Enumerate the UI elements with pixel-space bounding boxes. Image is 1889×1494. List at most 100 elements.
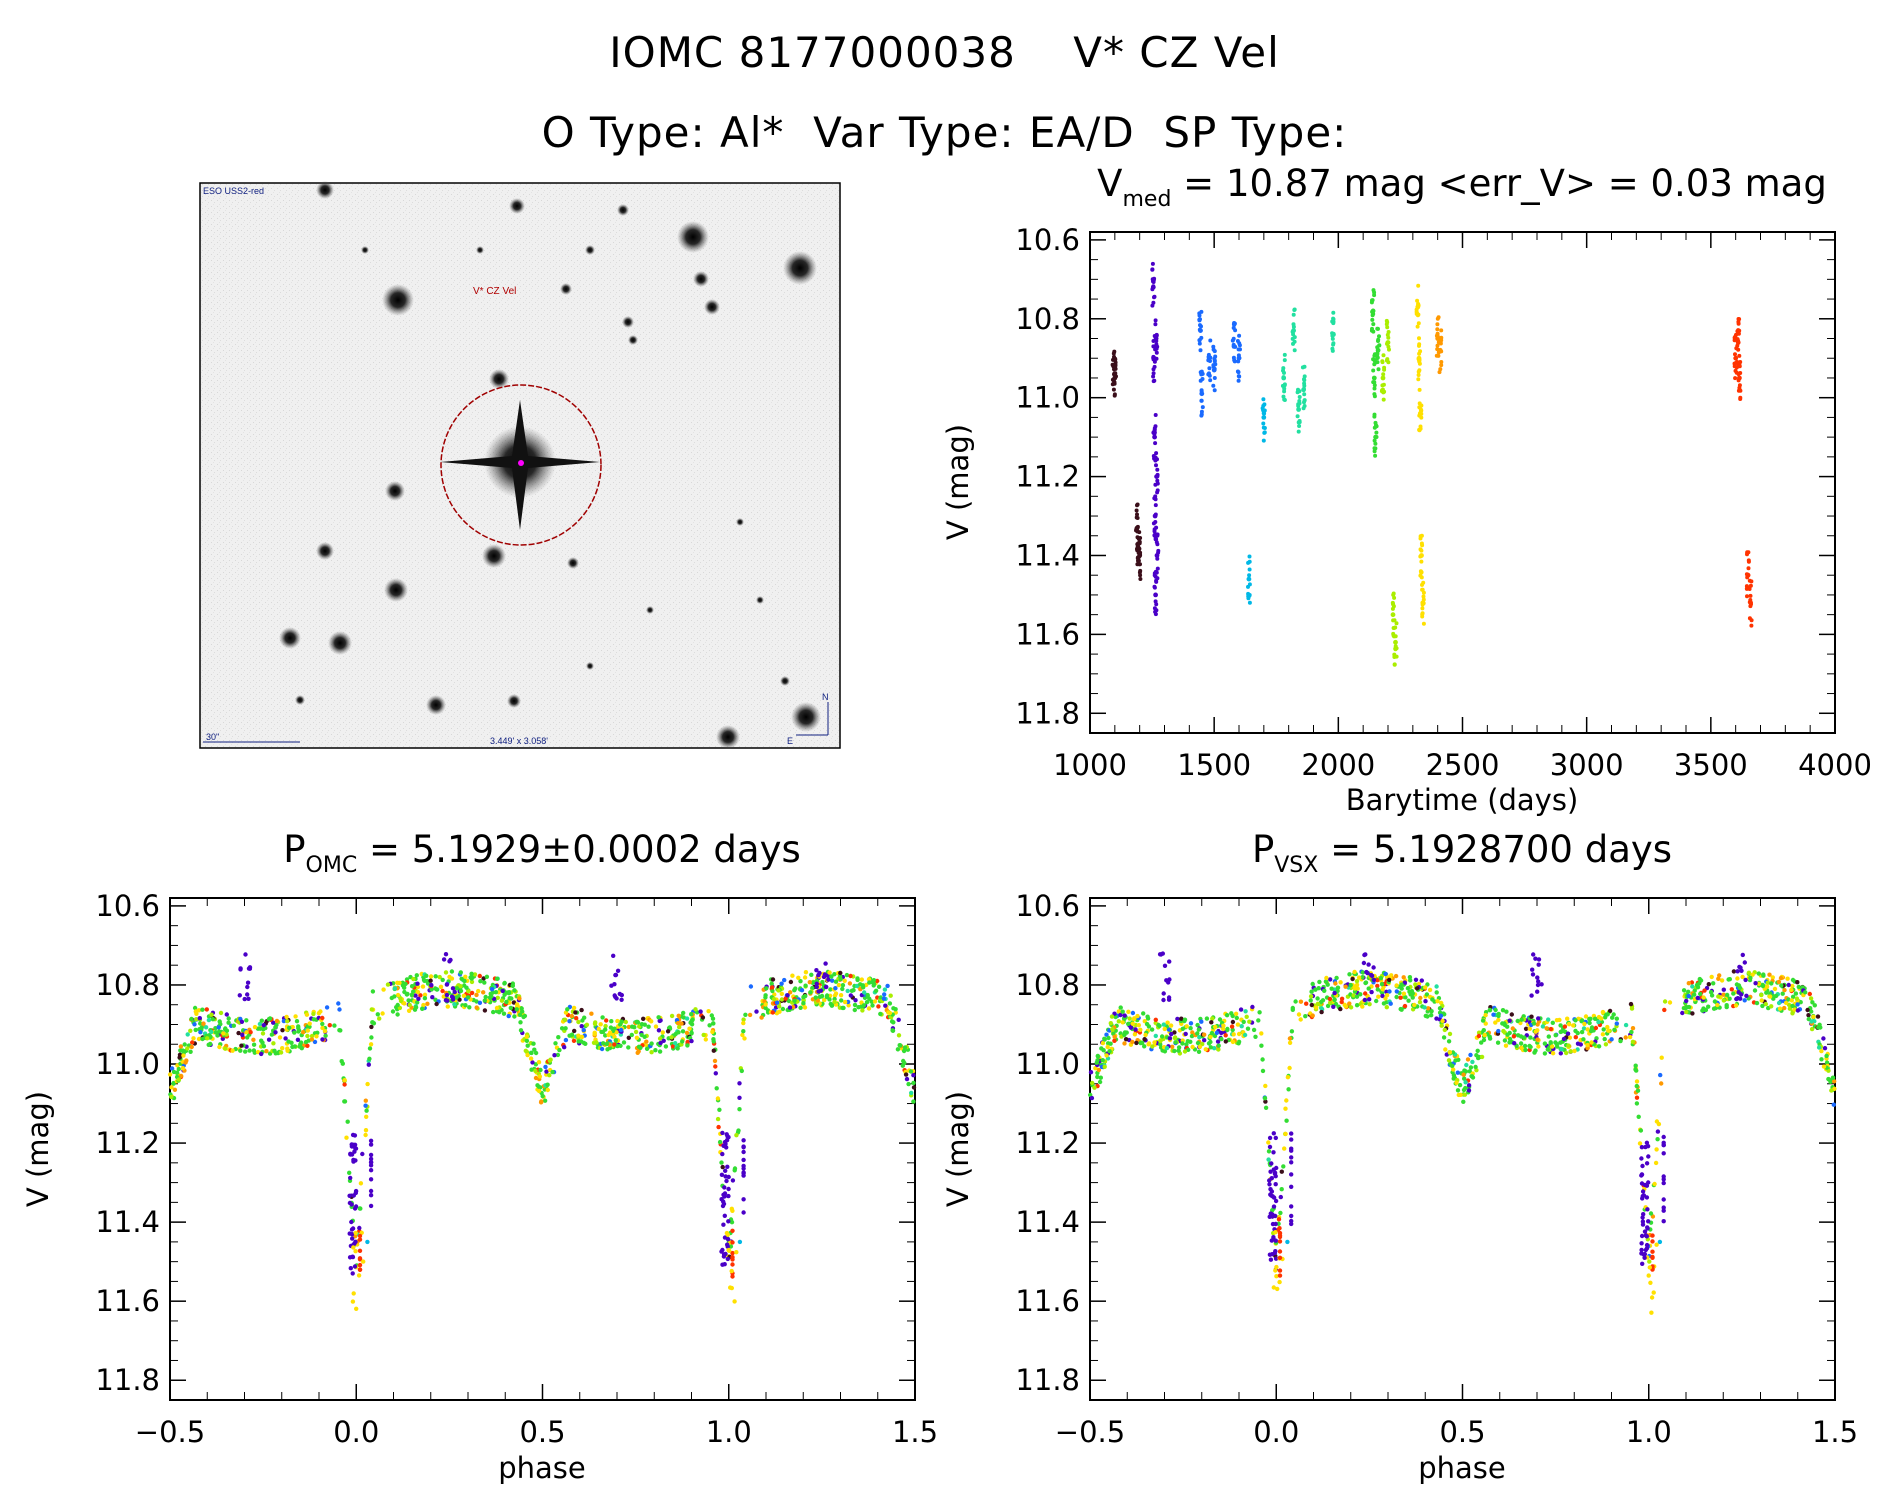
data-point	[421, 1002, 426, 1008]
data-point	[251, 1048, 257, 1053]
data-point	[1640, 1193, 1646, 1199]
data-point	[1479, 1040, 1484, 1045]
data-point	[1444, 1052, 1450, 1057]
data-point	[613, 1038, 618, 1043]
data-point	[1135, 512, 1139, 517]
data-point	[1756, 981, 1762, 986]
data-point	[1367, 1002, 1372, 1007]
data-point	[1807, 991, 1813, 997]
data-point	[1289, 1213, 1294, 1219]
data-point	[1646, 1219, 1651, 1224]
data-point	[1298, 1017, 1303, 1022]
data-point	[612, 1034, 617, 1040]
data-point	[604, 1018, 609, 1023]
data-point	[1633, 1067, 1638, 1072]
data-point	[1437, 1006, 1443, 1011]
data-point	[1695, 985, 1701, 990]
data-point	[368, 1177, 374, 1182]
data-point	[644, 1046, 650, 1052]
data-point	[1281, 375, 1286, 380]
data-point	[1646, 1154, 1651, 1159]
data-point	[581, 1027, 586, 1033]
data-point	[368, 1156, 374, 1162]
data-point	[1330, 348, 1335, 353]
data-point	[1385, 357, 1390, 362]
data-point	[553, 1041, 558, 1046]
data-point	[1653, 1160, 1659, 1166]
data-point	[1256, 1018, 1261, 1023]
data-point	[730, 1178, 736, 1183]
data-point	[1308, 994, 1314, 999]
data-point	[1565, 1031, 1571, 1036]
data-point	[1338, 1006, 1343, 1012]
data-point	[706, 1009, 711, 1014]
data-point	[817, 970, 822, 976]
data-point	[832, 972, 837, 977]
data-point	[1111, 351, 1116, 356]
data-point	[1427, 987, 1433, 993]
data-point	[1212, 388, 1217, 393]
data-point	[1416, 357, 1421, 362]
data-point	[198, 1030, 203, 1035]
data-point	[1746, 566, 1751, 571]
x-tick-label: 2500	[1426, 748, 1500, 782]
data-point	[224, 1032, 229, 1037]
data-point	[1429, 1013, 1434, 1018]
data-point	[1290, 330, 1295, 334]
data-point	[1372, 386, 1377, 391]
data-point	[717, 1139, 723, 1145]
data-point	[1136, 545, 1141, 550]
data-point	[1150, 287, 1155, 292]
data-point	[1112, 381, 1117, 386]
data-point	[1487, 1007, 1493, 1013]
data-point	[844, 972, 850, 978]
data-point	[1640, 1219, 1646, 1224]
data-point	[1247, 593, 1252, 598]
data-point	[1416, 373, 1421, 377]
data-point	[1266, 1149, 1272, 1154]
data-point	[1383, 996, 1388, 1001]
data-point	[1385, 340, 1390, 345]
data-point	[1199, 398, 1204, 403]
data-point	[1414, 307, 1419, 312]
field-star	[476, 246, 484, 254]
data-point	[203, 1025, 209, 1030]
data-point	[1273, 1256, 1279, 1261]
data-point	[406, 998, 411, 1003]
field-star	[693, 271, 709, 287]
data-point	[1179, 1016, 1184, 1021]
data-point	[206, 1042, 211, 1048]
data-point	[1348, 982, 1353, 988]
data-point	[1374, 435, 1379, 439]
data-point	[1491, 1012, 1496, 1017]
data-point	[463, 974, 468, 979]
data-point	[290, 1024, 295, 1030]
data-point	[1259, 1043, 1264, 1048]
data-point	[579, 1023, 584, 1029]
data-point	[285, 1048, 290, 1054]
data-point	[1447, 1050, 1453, 1055]
data-point	[1291, 322, 1296, 327]
field-star	[736, 518, 744, 526]
data-point	[1371, 368, 1376, 373]
data-point	[465, 995, 471, 1000]
data-point	[719, 1160, 724, 1165]
data-point	[1647, 1265, 1653, 1270]
data-point	[1393, 625, 1398, 630]
data-point	[1231, 1032, 1236, 1037]
data-point	[1496, 1013, 1501, 1019]
data-point	[730, 1262, 735, 1267]
data-point	[573, 1010, 578, 1015]
data-point	[1573, 1018, 1578, 1023]
data-point	[1451, 1073, 1457, 1078]
data-point	[221, 1031, 226, 1036]
data-point	[763, 995, 768, 1000]
data-point	[1783, 1000, 1789, 1005]
data-point	[337, 1028, 342, 1033]
data-point	[261, 1022, 266, 1028]
data-point	[726, 1174, 731, 1180]
data-point	[1659, 1055, 1664, 1060]
data-point	[1236, 347, 1241, 352]
data-point	[1155, 490, 1160, 495]
data-point	[533, 1050, 539, 1056]
